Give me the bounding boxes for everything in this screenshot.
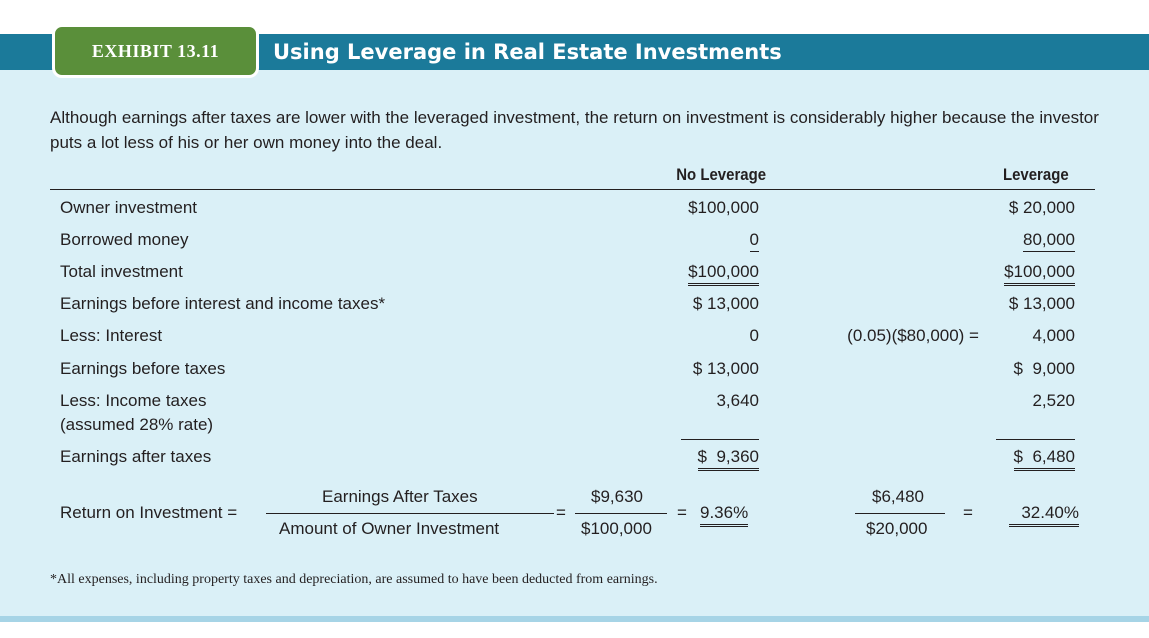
subtotal-rule-no-leverage xyxy=(681,439,759,440)
header-rule xyxy=(50,189,1095,190)
roi-label: Return on Investment = xyxy=(60,503,238,522)
row-label-income-taxes: Less: Income taxes xyxy=(60,391,207,410)
cell-leverage-borrowed-money: 80,000 xyxy=(1023,230,1075,252)
interest-formula: (0.05)($80,000) = xyxy=(847,326,979,345)
cell-leverage-owner-investment: $ 20,000 xyxy=(1008,198,1075,217)
cell-no-leverage-income-taxes: 3,640 xyxy=(716,391,759,410)
cell-no-leverage-interest: 0 xyxy=(749,326,759,345)
row-label-interest: Less: Interest xyxy=(60,326,163,345)
cell-leverage-earnings-before-taxes: $ 9,000 xyxy=(1013,359,1075,378)
row-label-earnings-before-taxes: Earnings before taxes xyxy=(60,359,226,378)
row-sublabel-income-taxes: (assumed 28% rate) xyxy=(60,415,214,434)
leverage-numerator: $6,480 xyxy=(872,487,924,506)
cell-no-leverage-borrowed-money: 0 xyxy=(749,230,759,252)
cell-leverage-income-taxes: 2,520 xyxy=(1032,391,1075,410)
cell-leverage-ebit: $ 13,000 xyxy=(1008,294,1075,313)
cell-leverage-total-investment: $100,000 xyxy=(1004,262,1075,286)
row-label-borrowed-money: Borrowed money xyxy=(60,230,189,249)
roi-equals-1: = xyxy=(556,503,566,522)
roi-denominator-text: Amount of Owner Investment xyxy=(279,519,500,538)
cell-leverage-interest: 4,000 xyxy=(1032,326,1075,345)
cell-no-leverage-earnings-before-taxes: $ 13,000 xyxy=(692,359,759,378)
cell-no-leverage-total-investment: $100,000 xyxy=(688,262,759,286)
leverage-roi-result: 32.40% xyxy=(1009,503,1079,527)
intro-paragraph: Although earnings after taxes are lower … xyxy=(50,108,1099,152)
roi-numerator-text: Earnings After Taxes xyxy=(322,487,478,506)
footnote: *All expenses, including property taxes … xyxy=(50,572,658,587)
no-leverage-denominator: $100,000 xyxy=(581,519,652,538)
row-label-owner-investment: Owner investment xyxy=(60,198,197,217)
cell-no-leverage-owner-investment: $100,000 xyxy=(688,198,759,217)
exhibit-title: Using Leverage in Real Estate Investment… xyxy=(273,40,782,64)
exhibit-tab xyxy=(52,24,259,78)
row-label-earnings-after-taxes: Earnings after taxes xyxy=(60,447,212,466)
no-leverage-numerator: $9,630 xyxy=(591,487,643,506)
roi-equals-3: = xyxy=(963,503,973,522)
row-label-total-investment: Total investment xyxy=(60,262,183,281)
header-no-leverage: No Leverage xyxy=(676,165,766,184)
roi-equals-2: = xyxy=(677,503,687,522)
header-leverage: Leverage xyxy=(1003,165,1069,184)
bottom-rule xyxy=(0,616,1149,622)
roi-fraction-bar xyxy=(266,513,554,514)
cell-leverage-earnings-after-taxes: $ 6,480 xyxy=(1013,447,1075,471)
cell-no-leverage-earnings-after-taxes: $ 9,360 xyxy=(697,447,759,471)
exhibit-panel xyxy=(0,34,1149,616)
leverage-denominator: $20,000 xyxy=(866,519,928,538)
no-leverage-roi-result: 9.36% xyxy=(700,503,749,527)
cell-no-leverage-ebit: $ 13,000 xyxy=(692,294,759,313)
row-label-ebit: Earnings before interest and income taxe… xyxy=(60,294,386,313)
no-leverage-fraction-bar xyxy=(575,513,667,514)
leverage-fraction-bar xyxy=(855,513,945,514)
subtotal-rule-leverage xyxy=(996,439,1075,440)
exhibit-label: EXHIBIT 13.11 xyxy=(91,41,220,61)
